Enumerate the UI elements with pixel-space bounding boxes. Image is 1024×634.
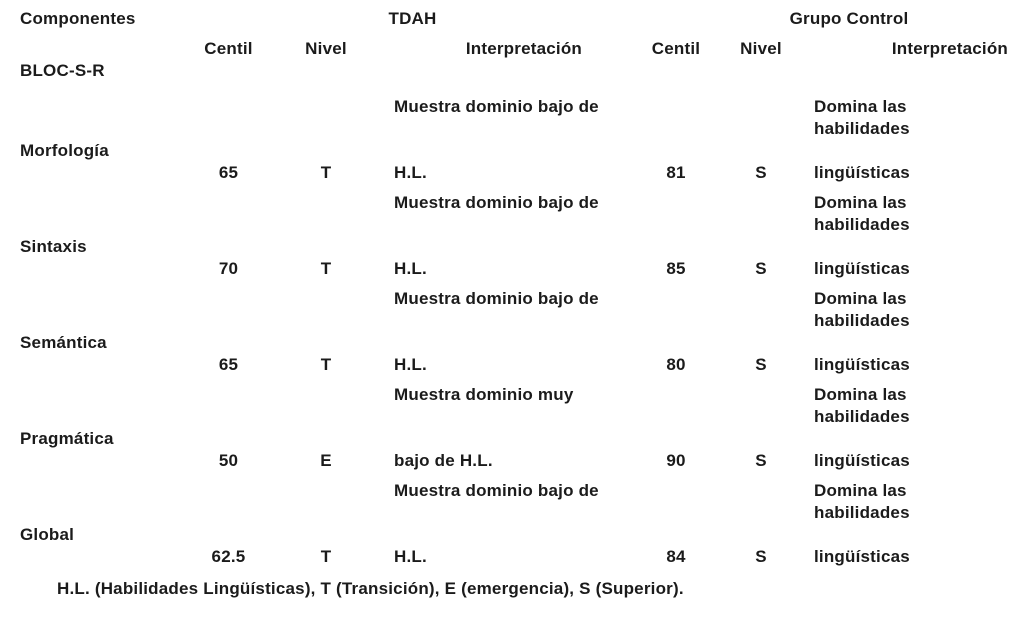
tdah-interpretacion-line2: H.L. [394, 355, 427, 374]
tdah-interpretacion-line1: Muestra dominio bajo de [394, 481, 599, 500]
tdah-interpretacion-line1: Muestra dominio bajo de [394, 193, 599, 212]
tdah-nivel-value: T [320, 259, 332, 278]
control-nivel-value: S [755, 259, 767, 278]
control-interpretacion-line1: Domina las [814, 289, 907, 308]
control-nivel-value: S [755, 451, 767, 470]
tdah-nivel-value: T [320, 355, 332, 374]
tdah-interpretacion-line2: H.L. [394, 163, 427, 182]
control-nivel-value: S [755, 163, 767, 182]
control-interpretacion-line3: lingüísticas [814, 259, 910, 278]
tdah-centil-value: 50 [218, 451, 239, 470]
component-name: Global [20, 525, 75, 544]
control-interpretacion-line2: habilidades [814, 311, 910, 330]
table-row-global: Muestra dominio bajo de Domina las habil… [0, 480, 1024, 568]
control-interpretacion-line3: lingüísticas [814, 547, 910, 566]
col-header-control-centil: Centil [651, 39, 701, 58]
table-row-semantica: Muestra dominio bajo de Domina las habil… [0, 288, 1024, 376]
control-centil-value: 90 [666, 451, 686, 470]
col-header-componentes: Componentes [20, 9, 136, 28]
col-header-control-interpretacion: Interpretación [891, 39, 1008, 58]
control-interpretacion-line3: lingüísticas [814, 451, 910, 470]
col-header-tdah-centil: Centil [204, 39, 253, 58]
tdah-nivel-value: E [320, 451, 332, 470]
component-name: BLOC-S-R [20, 61, 105, 80]
tdah-centil-value: 65 [218, 163, 239, 182]
control-centil-value: 84 [666, 547, 686, 566]
component-name: Pragmática [20, 429, 114, 448]
component-name: Morfología [20, 141, 109, 160]
tdah-centil-value: 62.5 [211, 547, 246, 566]
control-centil-value: 81 [666, 163, 686, 182]
col-group-header-tdah: TDAH [388, 9, 437, 28]
control-interpretacion-line3: lingüísticas [814, 355, 910, 374]
control-interpretacion-line2: habilidades [814, 407, 910, 426]
col-header-control-nivel: Nivel [740, 39, 782, 58]
tdah-centil-value: 65 [218, 355, 239, 374]
table-group-header-row: Componentes TDAH Grupo Control [0, 8, 1024, 38]
component-name: Sintaxis [20, 237, 87, 256]
tdah-nivel-value: T [320, 163, 332, 182]
tdah-interpretacion-line2: bajo de H.L. [394, 451, 493, 470]
tdah-centil-value: 70 [218, 259, 239, 278]
control-centil-value: 80 [666, 355, 686, 374]
table-row-pragmatica: Muestra dominio muy Domina las habilidad… [0, 384, 1024, 472]
control-nivel-value: S [755, 355, 767, 374]
control-nivel-value: S [755, 547, 767, 566]
control-interpretacion-line1: Domina las [814, 481, 907, 500]
tdah-interpretacion-line2: H.L. [394, 547, 427, 566]
tdah-interpretacion-line2: H.L. [394, 259, 427, 278]
table-footnote: H.L. (Habilidades Lingüísticas), T (Tran… [57, 579, 684, 598]
col-header-tdah-interpretacion: Interpretación [465, 39, 582, 58]
table-row-morfologia: Muestra dominio bajo de Domina las habil… [0, 96, 1024, 184]
table-subheader-row: Centil Nivel Interpretación Centil Nivel… [0, 38, 1024, 60]
control-interpretacion-line2: habilidades [814, 119, 910, 138]
component-name: Semántica [20, 333, 107, 352]
control-interpretacion-line3: lingüísticas [814, 163, 910, 182]
table-row-sintaxis: Muestra dominio bajo de Domina las habil… [0, 192, 1024, 280]
tdah-interpretacion-line1: Muestra dominio bajo de [394, 97, 599, 116]
tdah-interpretacion-line1: Muestra dominio bajo de [394, 289, 599, 308]
tdah-interpretacion-line1: Muestra dominio muy [394, 385, 574, 404]
col-header-tdah-nivel: Nivel [305, 39, 347, 58]
control-interpretacion-line2: habilidades [814, 503, 910, 522]
control-interpretacion-line1: Domina las [814, 193, 907, 212]
tdah-nivel-value: T [320, 547, 332, 566]
control-interpretacion-line1: Domina las [814, 97, 907, 116]
control-centil-value: 85 [666, 259, 686, 278]
col-group-header-grupo-control: Grupo Control [789, 9, 909, 28]
table-row-bloc-s-r: BLOC-S-R [0, 60, 1024, 82]
control-interpretacion-line1: Domina las [814, 385, 907, 404]
control-interpretacion-line2: habilidades [814, 215, 910, 234]
